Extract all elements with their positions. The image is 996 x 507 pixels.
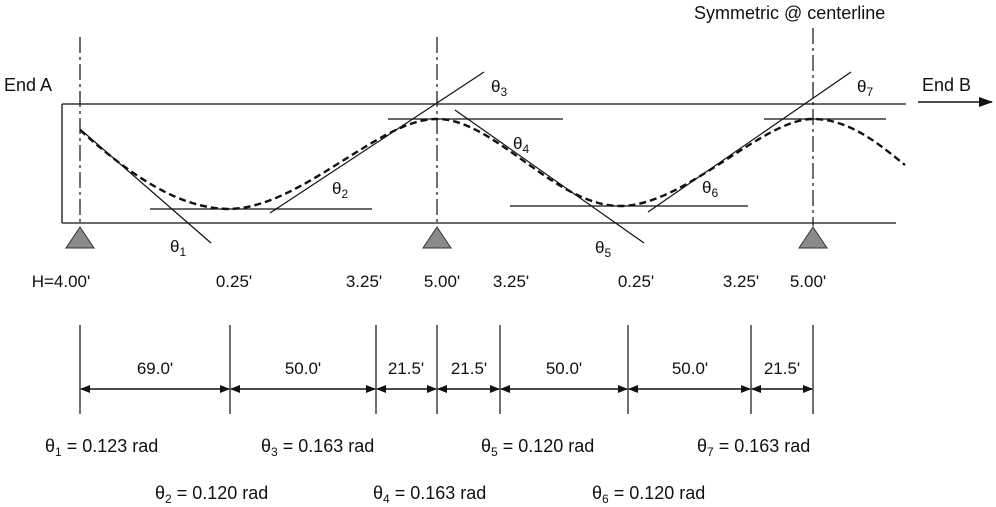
- span-label: 69.0': [137, 359, 173, 378]
- tendon-profile: [79, 117, 906, 211]
- support-triangle-a: [65, 226, 95, 249]
- span-label: 21.5': [388, 359, 424, 378]
- height-labels: H=4.00' 0.25' 3.25' 5.00' 3.25' 0.25' 3.…: [32, 272, 826, 291]
- theta4-theta5-line: [454, 109, 645, 244]
- height-label: H=4.00': [32, 272, 91, 291]
- height-label: 5.00': [790, 272, 826, 291]
- angle-value-theta7: θ7 = 0.163 rad: [697, 436, 810, 459]
- angle-value-theta2: θ2 = 0.120 rad: [155, 483, 268, 506]
- end-b-label: End B: [922, 75, 971, 95]
- height-label: 3.25': [493, 272, 529, 291]
- beam: [61, 103, 906, 224]
- theta2-theta3-line: [269, 71, 485, 214]
- theta6-label: θ6: [702, 178, 718, 200]
- theta3-label: θ3: [491, 77, 507, 99]
- supports: [65, 226, 828, 249]
- theta-labels: θ1 θ2 θ3 θ4 θ5 θ6 θ7: [170, 77, 873, 260]
- height-label: 0.25': [216, 272, 252, 291]
- angle-value-theta3: θ3 = 0.163 rad: [261, 436, 374, 459]
- support-triangle-b: [422, 226, 452, 249]
- height-label: 3.25': [346, 272, 382, 291]
- end-a-label: End A: [4, 75, 52, 95]
- height-label: 5.00': [424, 272, 460, 291]
- angle-value-theta1: θ1 = 0.123 rad: [45, 436, 158, 459]
- height-label: 0.25': [618, 272, 654, 291]
- span-label: 21.5': [764, 359, 800, 378]
- angle-value-theta5: θ5 = 0.120 rad: [481, 436, 594, 459]
- symmetric-label: Symmetric @ centerline: [694, 3, 885, 23]
- span-label: 50.0': [546, 359, 582, 378]
- theta2-label: θ2: [332, 179, 348, 201]
- theta7-label: θ7: [857, 77, 873, 99]
- span-labels: 69.0' 50.0' 21.5' 21.5' 50.0' 50.0' 21.5…: [137, 359, 800, 378]
- span-label: 21.5': [451, 359, 487, 378]
- slope-lines: [79, 71, 852, 244]
- theta5-label: θ5: [595, 238, 611, 260]
- angle-value-theta4: θ4 = 0.163 rad: [373, 483, 486, 506]
- span-label: 50.0': [285, 359, 321, 378]
- theta1-label: θ1: [170, 237, 186, 259]
- height-label: 3.25': [723, 272, 759, 291]
- support-triangle-c: [798, 226, 828, 249]
- dimension-extension-lines: [79, 325, 814, 414]
- span-label: 50.0': [672, 359, 708, 378]
- theta6-theta7-line: [647, 71, 852, 213]
- angle-values: θ1 = 0.123 rad θ3 = 0.163 rad θ5 = 0.120…: [45, 436, 810, 506]
- angle-value-theta6: θ6 = 0.120 rad: [592, 483, 705, 506]
- tangent-lines: [150, 118, 886, 210]
- theta4-label: θ4: [513, 134, 529, 156]
